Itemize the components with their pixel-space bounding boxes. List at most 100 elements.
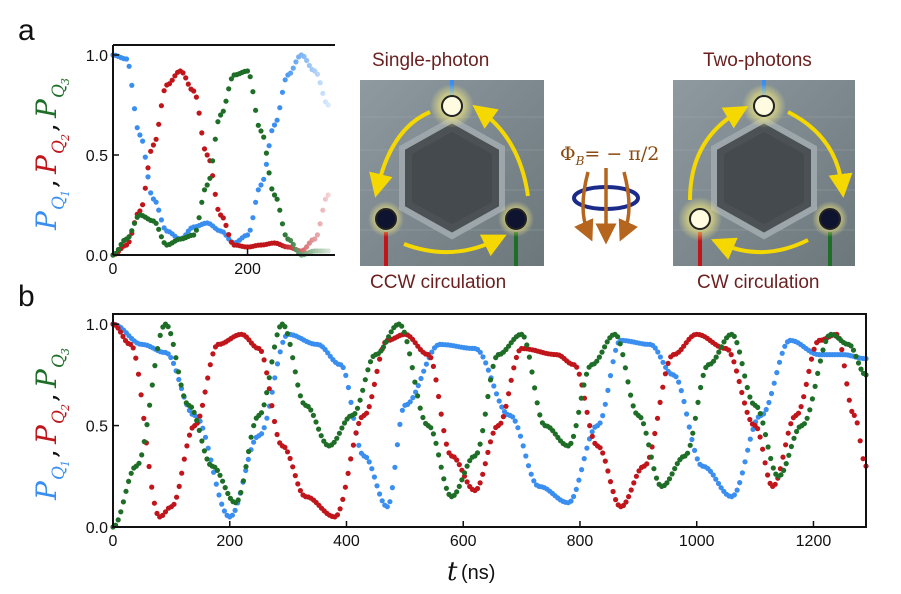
data-point-q2-b-60 [266,386,272,392]
data-point-q2-b-123 [430,363,436,369]
data-point-q3-a-2 [115,246,121,253]
data-point-q2-b-61 [269,403,275,409]
data-point-q3-b-141 [477,441,483,447]
data-point-q2-a-41 [220,215,226,221]
data-point-q3-b-260 [786,452,792,458]
data-point-q2-b-128 [443,441,449,447]
data-point-q2-b-205 [644,461,650,467]
data-point-q1-b-106 [389,485,395,491]
data-point-q3-a-41 [220,108,226,114]
data-point-q3-b-269 [809,396,816,402]
data-point-q3-b-215 [669,471,675,477]
data-point-q3-b-261 [788,443,795,450]
data-point-q3-b-249 [757,411,763,417]
data-point-q3-b-239 [731,333,737,339]
data-point-q1-b-230 [718,485,724,491]
data-point-q3-a-42 [223,98,229,104]
xlabel: t (ns) [447,557,495,587]
flux-arrow-left [574,171,594,242]
data-point-q2-b-259 [785,430,791,436]
data-point-q1-a-6 [126,63,132,69]
data-point-q3-b-40 [214,467,220,473]
data-point-q2-b-266 [803,381,809,387]
data-point-q1-a-5 [123,56,130,62]
data-point-q1-b-177 [579,467,585,473]
data-point-q2-a-33 [199,130,205,136]
data-point-q2-a-26 [180,70,186,76]
data-point-q2-b-67 [284,449,291,455]
flux-label: ΦB= − π/2 [560,143,659,168]
data-point-q2-a-11 [140,202,146,208]
data-point-q1-b-250 [771,380,777,386]
data-point-q3-b-3 [118,509,124,515]
data-point-q3-b-94 [354,405,361,411]
data-point-q1-b-119 [423,361,429,367]
data-point-q2-b-140 [474,485,481,492]
data-point-q1-b-37 [208,457,214,463]
data-point-q3-b-6 [126,478,132,484]
data-point-q1-b-21 [165,351,171,357]
data-point-q3-b-118 [417,405,423,411]
data-point-q1-b-64 [280,339,286,345]
data-point-q1-b-174 [571,493,577,500]
data-point-q3-b-123 [430,431,436,437]
data-point-q3-b-54 [251,423,257,429]
data-point-q3-b-144 [485,393,491,400]
data-point-q1-b-242 [750,426,756,432]
ylabel-a-q3: Q [49,84,69,98]
data-point-q3-a-36 [207,175,213,181]
data-point-q3-b-233 [716,349,722,355]
ylabel-a: P Q 1 , P Q 2 , P Q 3 [30,78,72,231]
data-point-q3-b-146 [490,363,496,369]
data-point-q3-b-128 [443,485,449,491]
data-point-q2-b-247 [755,426,761,432]
data-point-q1-b-139 [477,349,483,355]
data-point-q3-b-115 [409,365,415,371]
data-point-q3-b-24 [173,355,179,361]
data-point-q3-b-266 [801,421,808,427]
data-point-q1-b-226 [707,468,714,474]
data-point-q2-b-71 [295,481,301,487]
data-point-q2-b-58 [261,357,267,363]
data-point-q3-b-23 [170,341,176,347]
diagram-right-caption: CW circulation [697,272,819,293]
arrow-ccw-right [472,104,530,197]
data-point-q2-b-100 [371,381,377,387]
data-point-q2-b-145 [487,439,494,445]
data-point-q2-b-88 [340,496,346,502]
data-point-q1-b-144 [491,383,497,389]
data-point-q3-b-177 [570,433,577,439]
data-point-q3-a-33 [199,199,205,205]
data-point-q2-b-209 [654,415,661,421]
data-point-q3-b-244 [744,384,750,391]
data-point-q2-b-101 [374,368,380,374]
data-point-q1-b-249 [768,390,775,397]
data-point-q2-b-184 [589,433,595,439]
data-point-q3-b-113 [404,339,410,345]
data-point-q3-b-57 [258,410,265,416]
data-point-q2-b-133 [456,462,462,468]
data-point-q2-b-250 [762,460,768,466]
data-point-q1-b-238 [739,470,746,476]
data-point-q1-b-207 [657,354,664,360]
qubit-q2-right [689,208,711,230]
data-point-q1-b-220 [692,447,698,453]
data-point-q3-b-136 [464,463,470,469]
data-point-q1-b-187 [605,387,611,393]
data-point-q3-b-273 [820,347,826,353]
data-point-q2-b-91 [348,456,354,462]
data-point-q3-b-116 [412,379,418,385]
data-point-q3-b-58 [261,402,267,408]
data-point-q3-b-287 [855,360,862,366]
data-point-q2-b-23 [171,501,177,507]
data-point-q3-a-37 [210,158,216,164]
data-point-q3-b-30 [188,404,195,410]
data-point-q3-b-93 [352,411,358,417]
data-point-q3-b-44 [225,490,231,497]
diagram-left-caption: CCW circulation [370,272,506,293]
data-point-q1-b-235 [731,492,738,498]
data-point-q3-b-43 [222,485,228,491]
data-point-q2-b-127 [441,428,447,434]
data-point-q3-b-61 [269,359,275,365]
hexagon-inner-right [724,132,804,224]
